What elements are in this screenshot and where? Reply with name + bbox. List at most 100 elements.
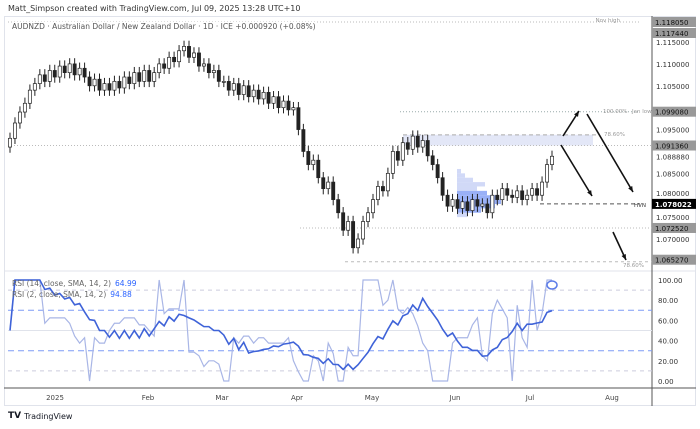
price-label-box [652,28,696,38]
candle-down [72,63,77,76]
rsi-14-legend[interactable]: RSI (14, close, SMA, 14, 2) 64.99 [12,279,137,288]
candle-up [361,221,365,240]
rsi-tick-label: 20.00 [658,358,678,366]
candle-up [515,190,520,198]
candle-up [47,70,52,82]
rsi-tick-label: 100.00 [658,277,683,285]
candle-down [42,74,47,82]
candle-up [525,194,530,200]
candle-up [366,212,370,222]
price-tick-label: 1.085000 [656,170,689,178]
price-tick-label: 1.070000 [656,236,689,244]
candle-up [231,83,236,91]
candle-down [137,72,142,82]
fib-zone [403,134,593,146]
candle-up [142,70,147,82]
candle-up [281,100,286,109]
candle-down [296,107,301,130]
time-tick-label: Aug [605,394,619,402]
rsi-tick-label: 80.00 [658,297,678,305]
candle-up [291,107,296,111]
candle-down [316,159,321,179]
candle-down [341,212,346,231]
candle-down [276,96,281,109]
candle-up [167,56,172,69]
rsi-2-line [9,279,552,382]
rsi-2-value: 94.88 [110,290,132,299]
candle-up [490,194,495,214]
candle-down [336,199,341,214]
arrow-head [574,111,579,117]
candle-up [152,72,157,82]
candle-down [321,177,326,190]
candle-up [192,52,196,58]
candle-up [311,159,316,165]
candle-down [465,201,470,211]
candle-up [450,199,455,207]
candle-up [32,83,37,91]
time-tick-label: Apr [291,394,303,402]
candle-down [52,70,57,78]
price-tick-label: 1.080000 [656,190,689,198]
price-tick-label: 1.110000 [656,61,689,69]
candle-down [425,140,430,157]
symbol-legend[interactable]: AUDNZD · Australian Dollar / New Zealand… [12,22,316,31]
price-tick-label: 1.088880 [656,153,689,161]
candle-down [435,164,440,179]
price-label-box [652,254,696,265]
volume-profile-bar [457,182,485,187]
candle-up [371,199,375,214]
candle-down [510,194,515,198]
candle-down [520,190,525,200]
candle-up [390,151,395,174]
candle-down [505,188,510,196]
price-label: 1.091360 [655,142,688,150]
price-tick-label: 1.115000 [656,39,689,47]
candle-down [162,63,167,69]
candle-up [326,181,331,190]
candle-down [395,151,400,161]
time-tick-label: Mar [215,394,228,402]
candle-down [286,100,291,111]
price-tick-label: 1.075000 [656,214,689,222]
candle-down [535,188,540,196]
annotation-label: Jan low [631,109,652,115]
candle-down [380,186,385,192]
price-label-box [652,17,696,27]
price-label: 1.118050 [655,19,688,27]
tradingview-logo[interactable]: TV TradingView [8,411,72,421]
candle-down [301,129,306,152]
rsi-tick-label: 60.00 [658,317,678,325]
candle-up [67,63,72,73]
candle-up [57,65,62,78]
time-tick-label: Feb [142,394,155,402]
candle-up [8,137,12,148]
candle-up [17,111,22,124]
volume-profile-bar [457,168,461,174]
candle-down [351,221,356,249]
price-label-box [652,140,696,151]
candle-up [356,238,361,249]
candle-down [306,151,311,165]
time-tick-label: Jun [449,394,461,402]
candle-up [92,78,97,87]
rsi-2-legend[interactable]: RSI (2, close, SMA, 14, 2) 94.88 [12,290,132,299]
candle-down [82,67,87,78]
candle-down [216,70,221,82]
candle-down [236,83,241,95]
candle-down [107,83,112,91]
candle-up [132,72,137,84]
price-label: 1.072520 [655,225,688,233]
candle-down [440,177,445,196]
candle-up [77,67,82,76]
candle-down [127,76,132,84]
candle-up [271,96,276,104]
candle-up [500,188,505,200]
candle-down [187,46,191,58]
candle-down [197,52,201,67]
volume-profile-bar [457,212,467,218]
price-tick-label: 1.095000 [656,127,689,135]
candle-down [97,78,102,91]
rsi-2-label: RSI (2, close, SMA, 14, 2) [12,290,107,299]
